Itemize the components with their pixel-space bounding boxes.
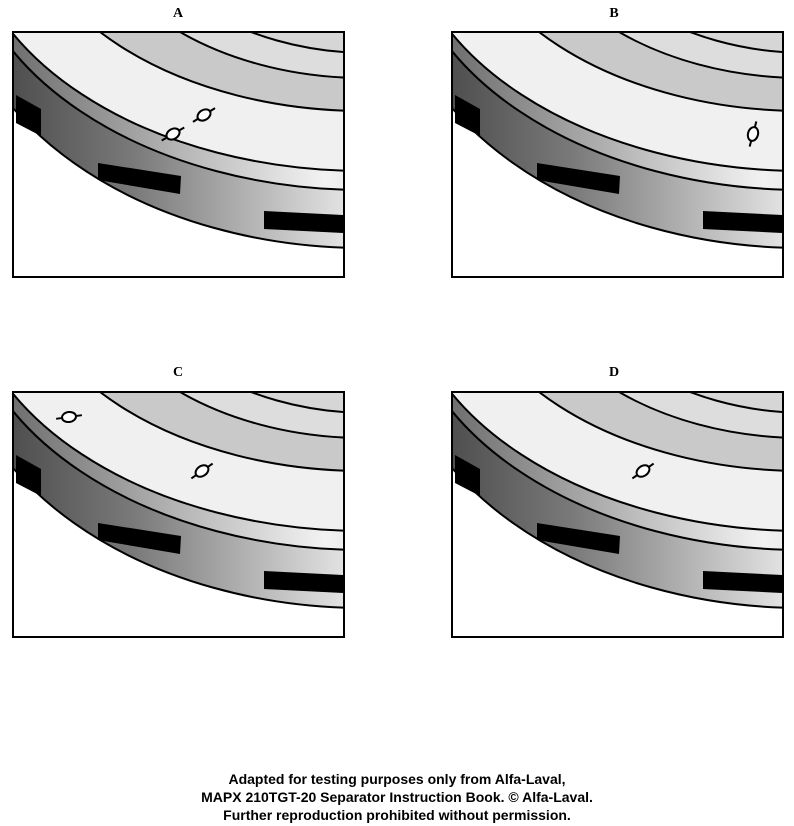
panel-label-d: D [608,365,620,380]
panel-a [12,31,345,278]
panel-label-c: C [172,365,184,380]
caption-line-3: Further reproduction prohibited without … [223,807,571,823]
source-caption: Adapted for testing purposes only from A… [0,770,794,824]
caption-line-2: MAPX 210TGT-20 Separator Instruction Boo… [201,789,593,805]
panel-label-a: A [172,6,184,21]
panel-d [451,391,784,638]
panel-b [451,31,784,278]
caption-line-1: Adapted for testing purposes only from A… [228,771,566,787]
separator-illustration-b [453,33,782,249]
separator-illustration-d [453,393,782,609]
panel-label-b: B [609,6,619,21]
panel-c [12,391,345,638]
separator-illustration-c [14,393,343,609]
separator-illustration-a [14,33,343,249]
